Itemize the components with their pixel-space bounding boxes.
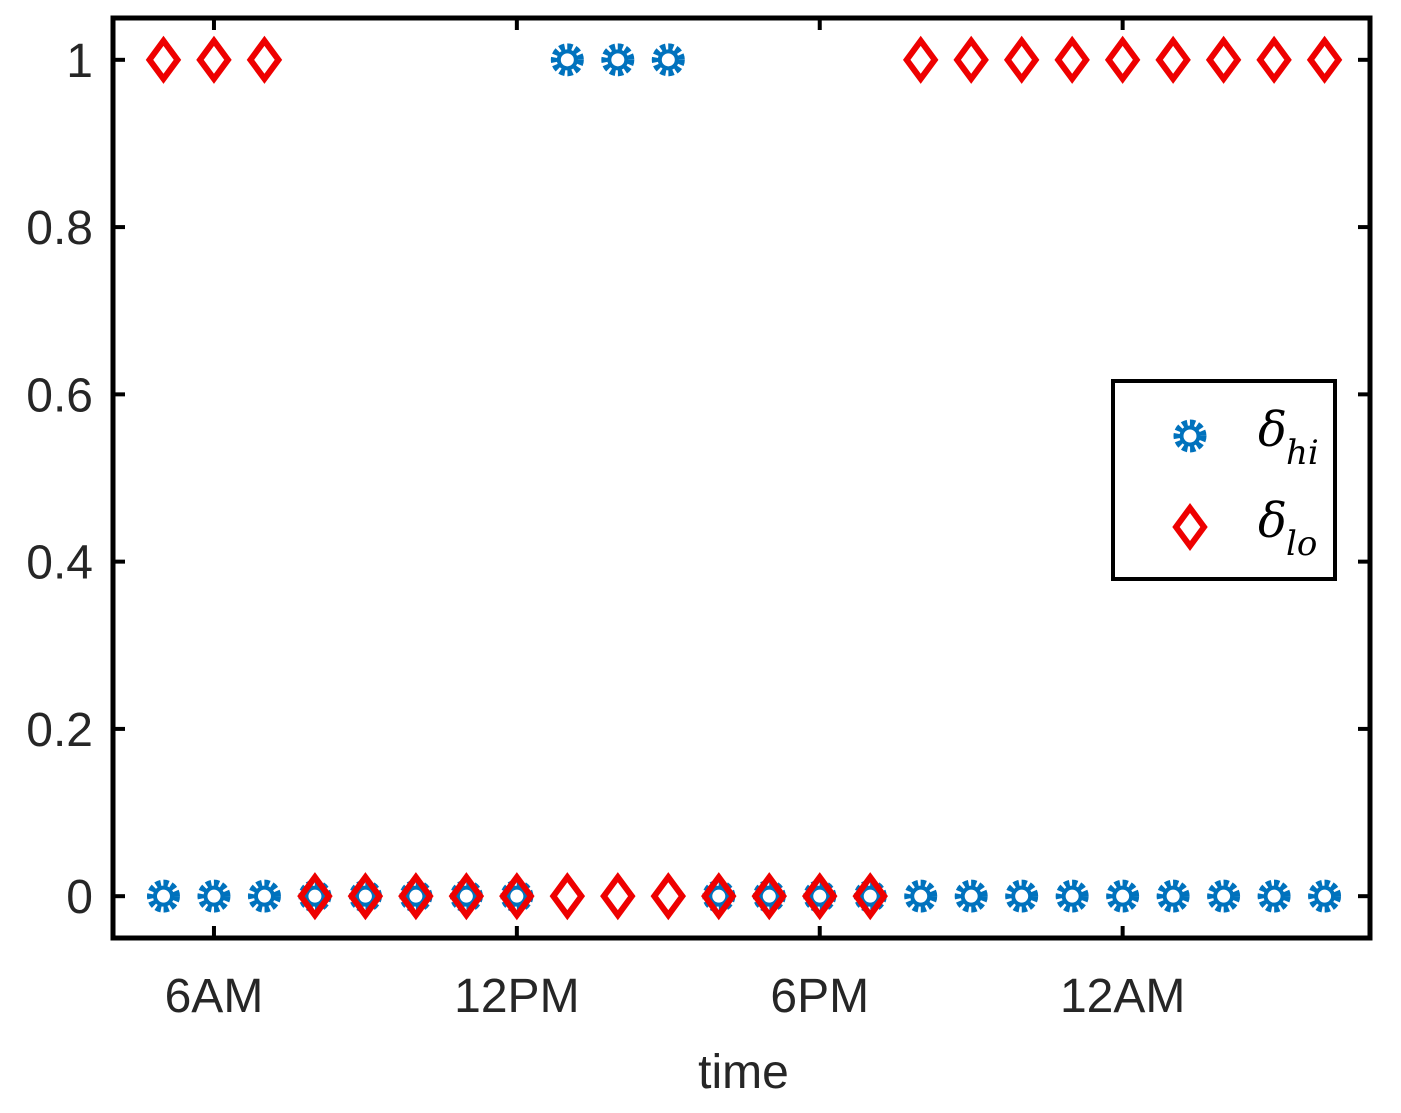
y-tick-labels: 0 0.2 0.4 0.6 0.8 1: [26, 35, 93, 924]
data-point-lo: [1104, 35, 1141, 84]
legend-symbol: δ: [1258, 493, 1287, 549]
data-point-lo: [398, 872, 434, 921]
legend-box: [1111, 379, 1337, 581]
data-point-hi: [1005, 879, 1039, 913]
data-point-hi: [550, 43, 584, 77]
data-point-hi: [1308, 879, 1342, 913]
y-tick-label: 0.4: [26, 537, 93, 590]
x-tick-label: 6PM: [770, 970, 869, 1023]
data-point-lo: [1003, 35, 1040, 84]
legend-marker-lo: [1172, 502, 1208, 552]
y-tick-label: 0.6: [26, 369, 93, 422]
data-point-hi: [904, 879, 938, 913]
data-point-lo: [751, 872, 787, 921]
x-tick-label: 12PM: [454, 970, 579, 1023]
data-point-lo: [650, 872, 687, 921]
x-tick-label: 12AM: [1060, 970, 1185, 1023]
data-point-lo: [953, 35, 989, 84]
data-point-lo: [852, 872, 888, 921]
data-point-lo: [1306, 35, 1343, 84]
legend-subscript: lo: [1286, 524, 1317, 564]
data-point-lo: [802, 872, 838, 921]
data-point-lo: [1205, 35, 1242, 84]
data-point-lo: [347, 872, 384, 921]
data-point-lo: [701, 872, 737, 921]
data-point-lo: [1054, 35, 1090, 84]
data-point-hi: [247, 879, 281, 913]
data-point-lo: [499, 872, 535, 921]
data-point-hi: [1257, 879, 1291, 913]
data-point-hi: [1106, 879, 1140, 913]
y-tick-label: 0: [66, 871, 93, 924]
legend-symbol: δ: [1258, 402, 1287, 458]
x-tick-labels: 6AM 12PM 6PM 12AM: [165, 970, 1186, 1023]
data-point-lo: [600, 872, 636, 921]
plot-frame: [110, 15, 1373, 941]
data-points: [145, 35, 1343, 921]
series-lo: [145, 35, 1343, 921]
legend: δ hiδ lo: [1111, 379, 1337, 581]
data-point-lo: [902, 35, 939, 84]
data-point-lo: [448, 872, 485, 921]
data-point-lo: [297, 872, 333, 921]
data-point-hi: [197, 879, 231, 913]
data-point-lo: [145, 35, 182, 84]
data-point-lo: [549, 872, 586, 921]
y-tick-label: 0.2: [26, 704, 93, 757]
data-point-hi: [601, 43, 635, 77]
legend-subscript: hi: [1286, 433, 1319, 473]
data-point-hi: [146, 879, 180, 913]
x-axis-title: time: [698, 1046, 789, 1099]
y-tick-label: 0.8: [26, 202, 93, 255]
data-point-lo: [1155, 35, 1191, 84]
data-point-lo: [196, 35, 232, 84]
data-point-lo: [1256, 35, 1292, 84]
data-point-hi: [1156, 879, 1190, 913]
y-tick-label: 1: [66, 35, 93, 88]
data-point-hi: [954, 879, 988, 913]
legend-marker-hi: [1173, 419, 1207, 453]
x-tick-label: 6AM: [165, 970, 264, 1023]
data-point-lo: [246, 35, 283, 84]
data-point-hi: [651, 43, 685, 77]
data-point-hi: [1207, 879, 1241, 913]
data-point-hi: [1055, 879, 1089, 913]
